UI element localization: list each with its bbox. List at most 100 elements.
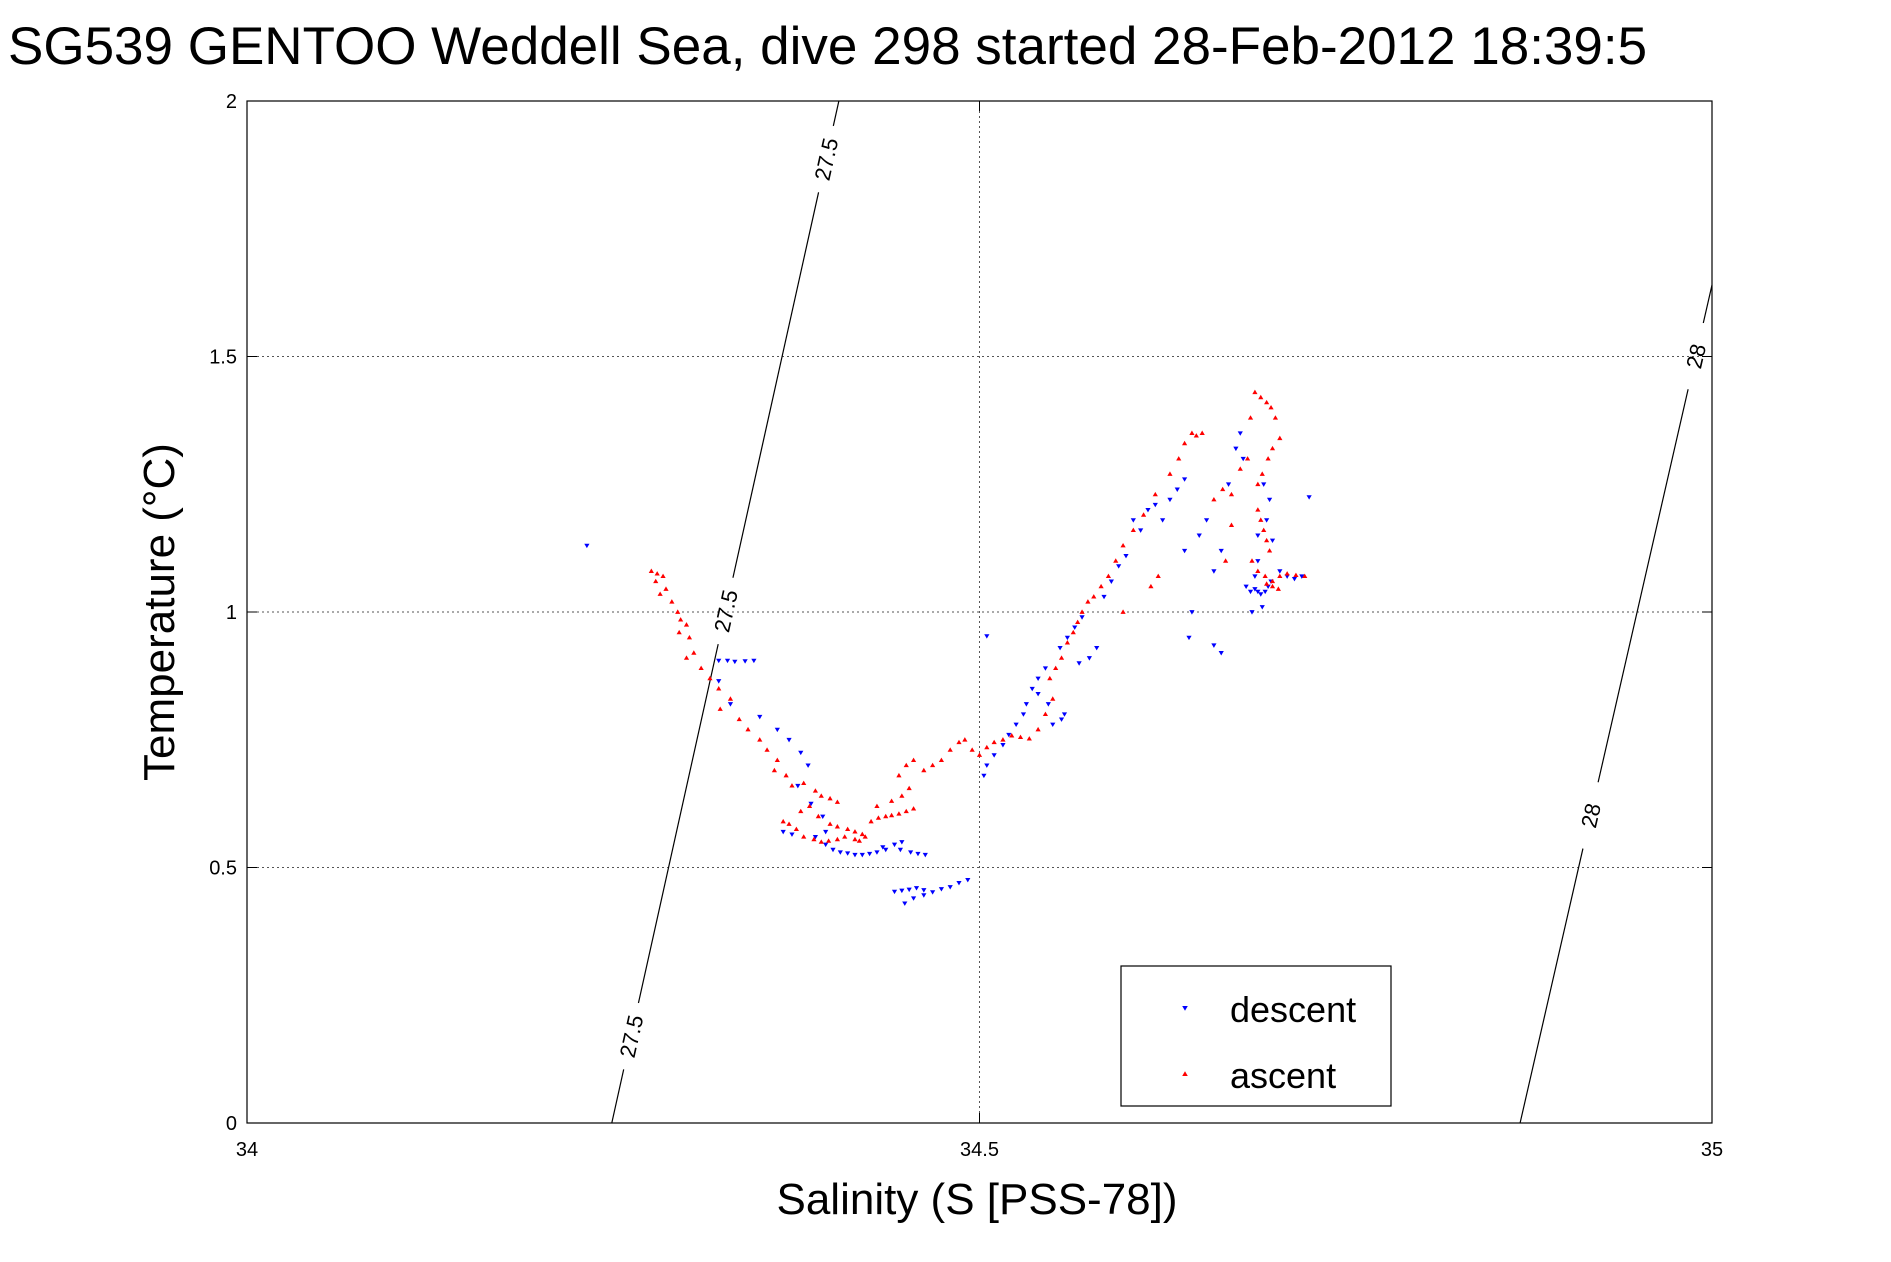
legend-label-ascent: ascent xyxy=(1230,1055,1336,1096)
ascent-point xyxy=(774,757,780,763)
descent-point xyxy=(984,763,990,768)
descent-point xyxy=(1269,538,1276,544)
ascent-point xyxy=(1189,430,1195,435)
y-tick-label: 1.5 xyxy=(209,347,237,369)
y-tick-label: 1 xyxy=(226,602,237,624)
ascent-point xyxy=(783,772,789,778)
descent-point xyxy=(795,783,801,789)
ascent-point xyxy=(1228,522,1235,527)
descent-point xyxy=(742,659,748,664)
descent-point xyxy=(1225,482,1232,487)
descent-point xyxy=(922,852,928,858)
descent-point xyxy=(757,714,763,720)
descent-point xyxy=(908,850,914,855)
descent-point xyxy=(1152,502,1158,508)
descent-point xyxy=(1264,518,1270,523)
ascent-point xyxy=(793,826,799,831)
legend-marker-ascent xyxy=(1182,1071,1188,1076)
ascent-point xyxy=(1026,736,1032,741)
descent-point xyxy=(991,753,997,758)
descent-point xyxy=(584,543,590,549)
density-contour-label: 28 xyxy=(1681,342,1711,371)
ascent-point xyxy=(1120,542,1126,548)
descent-point xyxy=(1265,584,1271,590)
ascent-point xyxy=(1000,737,1006,742)
descent-point xyxy=(1249,610,1255,615)
ascent-point xyxy=(675,609,681,614)
ascent-point xyxy=(852,836,858,842)
ascent-point xyxy=(984,744,990,750)
descent-point xyxy=(1013,722,1019,728)
y-axis-label: Temperature (°C) xyxy=(135,443,184,781)
ascent-point xyxy=(1075,619,1081,625)
descent-point xyxy=(727,702,734,707)
descent-point xyxy=(1299,574,1305,579)
descent-point xyxy=(915,851,921,857)
descent-point xyxy=(1218,548,1224,554)
descent-point xyxy=(1182,548,1188,554)
legend: descent ascent xyxy=(1120,965,1392,1107)
ascent-point xyxy=(1268,405,1274,410)
descent-point xyxy=(1167,497,1173,503)
ascent-point xyxy=(1050,696,1056,701)
descent-point xyxy=(1057,645,1063,651)
ascent-point xyxy=(1098,583,1104,589)
ascent-point xyxy=(874,803,880,808)
ascent-point xyxy=(827,821,833,826)
ascent-point xyxy=(1261,527,1267,533)
ascent-point xyxy=(757,737,763,742)
descent-point xyxy=(732,659,738,665)
ascent-point xyxy=(1302,573,1308,579)
ascent-point xyxy=(1058,655,1065,660)
ascent-point xyxy=(834,836,840,842)
ascent-point xyxy=(1017,734,1024,740)
descent-point xyxy=(1189,610,1195,615)
ascent-point xyxy=(976,752,983,757)
ascent-point xyxy=(1249,558,1255,563)
descent-point xyxy=(751,658,757,664)
ascent-point xyxy=(676,629,682,635)
descent-point xyxy=(1261,482,1267,487)
ascent-point xyxy=(654,571,660,576)
ascent-point xyxy=(736,716,742,722)
ascent-point xyxy=(910,757,917,763)
descent-point xyxy=(938,887,945,892)
descent-point xyxy=(1237,431,1243,436)
ascent-point xyxy=(1176,456,1182,461)
descent-point xyxy=(1255,533,1261,538)
descent-point xyxy=(1042,666,1049,671)
ascent-point xyxy=(1105,573,1112,579)
ascent-point xyxy=(991,739,997,745)
descent-point xyxy=(984,634,990,639)
density-contour-line xyxy=(1597,389,1689,783)
descent-point xyxy=(880,845,886,850)
descent-point xyxy=(823,842,829,848)
descent-point xyxy=(1145,507,1151,513)
descent-point xyxy=(883,847,889,853)
ascent-point xyxy=(657,591,663,596)
descent-point xyxy=(1258,592,1264,597)
ascent-point xyxy=(698,665,704,671)
descent-point xyxy=(1138,528,1144,533)
descent-point xyxy=(1182,477,1188,482)
descent-point xyxy=(1284,574,1290,579)
ascent-point xyxy=(903,808,909,814)
descent-point xyxy=(1211,569,1217,574)
descent-point xyxy=(1266,497,1273,503)
descent-point xyxy=(921,893,927,898)
descent-point xyxy=(1255,559,1261,564)
ascent-point xyxy=(826,838,832,843)
ascent-point xyxy=(1247,415,1254,420)
descent-point xyxy=(1023,702,1029,707)
ascent-point xyxy=(842,834,848,839)
ascent-point xyxy=(1223,558,1229,563)
descent-point xyxy=(947,885,953,890)
ascent-point xyxy=(834,799,840,804)
ascent-point xyxy=(1252,389,1258,395)
descent-point xyxy=(930,890,936,895)
descent-point xyxy=(1218,651,1224,656)
descent-point xyxy=(1259,605,1265,610)
ascent-point xyxy=(660,573,666,579)
ascent-point xyxy=(780,818,786,824)
ascent-point xyxy=(1120,609,1126,614)
